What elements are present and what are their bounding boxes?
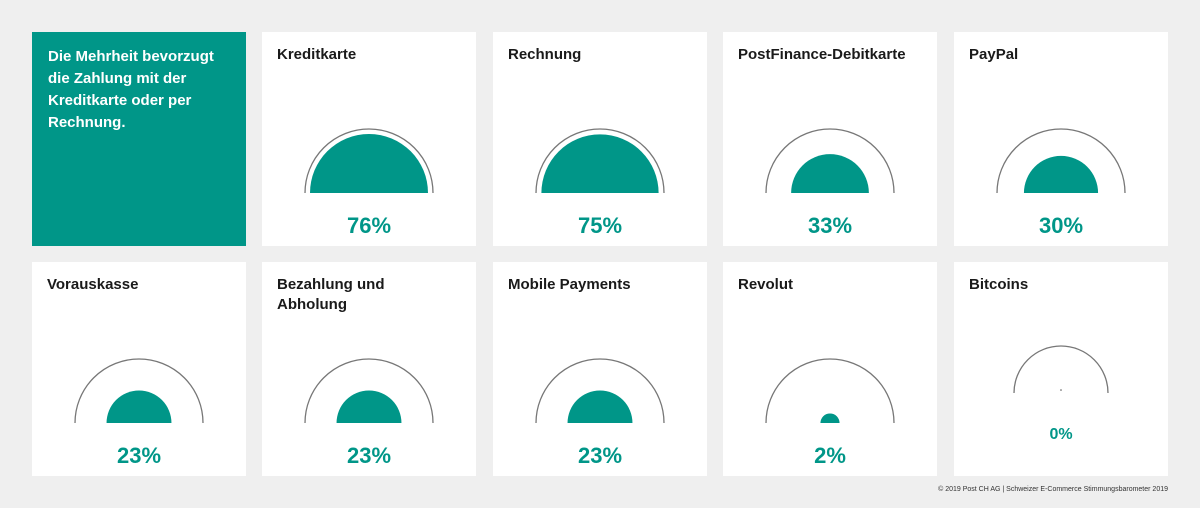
gauge-fill — [106, 390, 172, 423]
gauge-fill — [1060, 389, 1062, 391]
gauge-chart — [1013, 345, 1109, 394]
intro-panel: Die Mehrheit bevorzugt die Zahlung mit d… — [32, 32, 246, 246]
gauge-fill — [541, 134, 659, 193]
gauge-fill — [791, 154, 869, 193]
gauge-card-title: Bezahlung und Abholung — [277, 276, 385, 313]
gauge-fill — [336, 390, 402, 423]
gauge-chart — [304, 358, 434, 424]
gauge-value-label: 33% — [807, 213, 853, 238]
gauge-outline-arc — [304, 128, 434, 194]
gauge-card-title: Bitcoins — [969, 276, 1029, 293]
gauge-card: Bezahlung und Abholung 23% — [262, 262, 476, 476]
gauge-card: Rechnung 75% — [493, 32, 707, 246]
gauge-fill — [310, 134, 428, 193]
gauge-fill — [1023, 155, 1099, 193]
gauge-chart — [74, 358, 204, 424]
gauge-card-title: PayPal — [969, 46, 1019, 63]
gauge-chart — [535, 128, 665, 194]
gauge-outline-arc — [535, 358, 665, 424]
gauge-value-label: 30% — [1038, 213, 1084, 238]
gauge-card-title: Rechnung — [508, 46, 582, 63]
gauge-chart — [535, 358, 665, 424]
gauge-card: PostFinance-Debitkarte 33% — [723, 32, 937, 246]
gauge-outline-arc — [996, 128, 1126, 194]
gauge-outline-arc — [1013, 345, 1109, 394]
intro-text: Die Mehrheit bevorzugt die Zahlung mit d… — [48, 48, 214, 131]
gauge-card-title: Kreditkarte — [277, 46, 357, 63]
gauge-value-label: 0% — [1049, 426, 1073, 443]
gauge-value-label: 75% — [577, 213, 623, 238]
gauge-card-title: Revolut — [738, 276, 794, 293]
gauge-card: PayPal 30% — [954, 32, 1168, 246]
gauge-value-label: 76% — [346, 213, 392, 238]
gauge-card: Revolut 2% — [723, 262, 937, 476]
gauge-chart — [996, 128, 1126, 194]
gauge-card: Vorauskasse 23% — [32, 262, 246, 476]
gauge-card: Mobile Payments 23% — [493, 262, 707, 476]
gauge-value-label: 23% — [116, 443, 162, 468]
gauge-value-label: 2% — [814, 443, 846, 468]
gauge-fill — [820, 413, 840, 423]
copyright-footer: © 2019 Post CH AG | Schweizer E-Commerce… — [938, 486, 1168, 493]
gauge-outline-arc — [304, 358, 434, 424]
gauge-chart — [765, 358, 895, 424]
gauge-card-title: Vorauskasse — [47, 276, 139, 293]
gauge-card: Kreditkarte 76% — [262, 32, 476, 246]
gauge-card: Bitcoins 0% — [954, 262, 1168, 476]
gauge-outline-arc — [535, 128, 665, 194]
gauge-card-title: PostFinance-Debitkarte — [738, 46, 906, 63]
gauge-chart — [304, 128, 434, 194]
gauge-value-label: 23% — [577, 443, 623, 468]
gauge-chart — [765, 128, 895, 194]
gauge-outline-arc — [74, 358, 204, 424]
gauge-card-title: Mobile Payments — [508, 276, 631, 293]
gauge-value-label: 23% — [346, 443, 392, 468]
gauge-outline-arc — [765, 358, 895, 424]
gauge-fill — [567, 390, 633, 423]
gauge-outline-arc — [765, 128, 895, 194]
